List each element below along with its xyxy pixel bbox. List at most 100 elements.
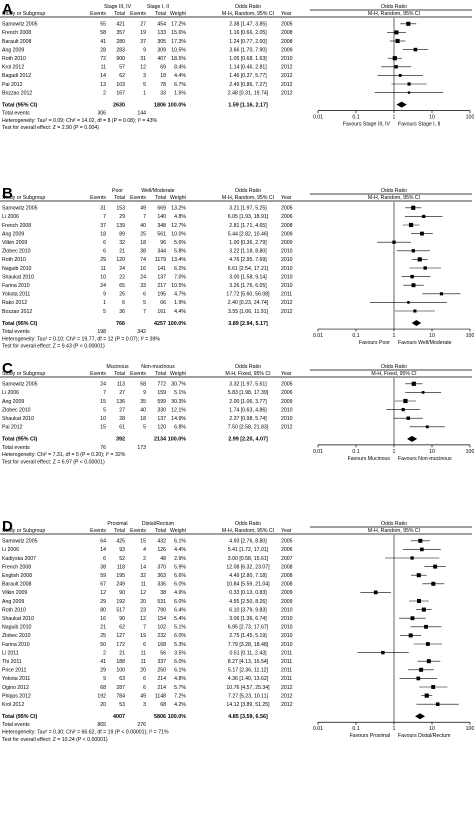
panel-d-row-18-study-name: Ogino 2012	[2, 685, 29, 691]
panel-b-row-5-weight: 5.6%	[174, 240, 186, 246]
panel-c-row-5-events2: 18	[140, 416, 146, 422]
panel-d-row-12-total2: 232	[157, 633, 166, 639]
panel-c-total-n1: 392	[116, 437, 125, 443]
panel-a-row-8-ci-text: 2.49 [0.86, 7.27]	[229, 82, 267, 88]
panel-c-row-1-total2: 772	[157, 382, 166, 388]
panel-c-header-year: Year	[281, 371, 292, 377]
panel-d-row-14-total2: 56	[160, 650, 166, 656]
panel-d-row-20-total1: 53	[119, 702, 125, 708]
panel-d-row-17-study-name: Yokota 2011	[2, 676, 30, 682]
panel-b-row-7-total1: 120	[116, 257, 125, 263]
panel-d-row-12-events2: 19	[140, 633, 146, 639]
panel-d-row-19-weight: 7.2%	[174, 693, 186, 699]
panel-a-row-3-year: 2008	[281, 39, 293, 45]
panel-a-row-2-events2: 19	[140, 30, 146, 36]
panel-a-row-3-total2: 305	[157, 39, 166, 45]
panel-c-row-3-weight: 30.3%	[171, 399, 186, 405]
panel-d-row-11-total2: 102	[157, 625, 166, 631]
panel-b-row-7-total2: 1179	[155, 257, 166, 263]
panel-d-row-19-point-marker	[424, 693, 429, 698]
panel-a-row-8-events2: 5	[143, 82, 146, 88]
panel-c-row-4-year: 2010	[281, 407, 293, 413]
panel-d-row-10-ci-text: 3.06 [1.36, 6.74]	[229, 616, 267, 622]
panel-d-row-5-study-name: English 2008	[2, 573, 32, 579]
panel-d-row-17-events1: 9	[103, 676, 106, 682]
panel-c-row-4-study-name: Zlobec 2010	[2, 407, 31, 413]
panel-a-row-8-weight: 6.7%	[174, 82, 186, 88]
panel-d-row-6-year: 2008	[281, 582, 293, 588]
panel-a-row-1-point-marker	[406, 21, 411, 26]
panel-b-row-11-ci-text: 17.72 [5.60, 56.08]	[226, 292, 270, 298]
panel-d-row-9-events1: 80	[100, 607, 106, 613]
panel-b-heterogeneity: Heterogeneity: Tau² = 0.10; Chi² = 19.77…	[2, 336, 160, 342]
panel-a-row-1-year: 2005	[281, 22, 293, 28]
panel-a-total-n1: 2630	[113, 102, 125, 108]
panel-a-letter: A	[2, 1, 13, 18]
panel-a-row-6-events1: 11	[101, 65, 106, 71]
panel-a-row-1-total1: 421	[116, 22, 125, 28]
panel-c-total-ci-text: 2.99 [2.20, 4.07]	[228, 437, 268, 443]
panel-d-row-8-ci-text: 4.55 [2.50, 8.26]	[229, 599, 267, 605]
panel-c-group1-label: Mucinous	[106, 364, 129, 370]
panel-d-row-18-weight: 5.7%	[174, 685, 186, 691]
panel-d-row-3-events1: 6	[103, 556, 106, 562]
panel-d-row-6-total2: 336	[157, 582, 166, 588]
panel-c-row-6-year: 2012	[281, 425, 293, 431]
panel-a-row-6-weight: 8.4%	[174, 65, 186, 71]
panel-c-row-1-point-marker	[411, 381, 416, 386]
panel-d-row-13-events1: 50	[100, 642, 106, 648]
panel-b-row-4-study-name: Ang 2009	[2, 231, 24, 237]
panel-d-row-11-weight: 5.1%	[174, 625, 186, 631]
panel-a-row-5-point-marker	[392, 56, 397, 61]
panel-a-row-6-total2: 69	[160, 65, 166, 71]
panel-b-row-2-ci-text: 6.05 [1.93, 18.91]	[228, 214, 269, 220]
panel-d-row-13-total2: 168	[157, 642, 166, 648]
panel-c-pooled-diamond	[407, 435, 418, 442]
panel-c-row-1-ci-text: 3.32 [1.97, 5.61]	[229, 382, 267, 388]
panel-b-row-2-total2: 140	[157, 214, 166, 220]
panel-d-row-1-weight: 6.1%	[174, 539, 186, 545]
panel-b-header-year: Year	[281, 195, 292, 201]
panel-b-row-3-total2: 348	[157, 223, 166, 229]
panel-b-row-5-events1: 6	[103, 240, 106, 246]
panel-c-row-3-events1: 15	[100, 399, 106, 405]
panel-a-row-9-year: 2012	[281, 90, 293, 96]
panel-c-row-3-events2: 35	[140, 399, 146, 405]
panel-d-row-11-total1: 62	[119, 625, 125, 631]
panel-b-row-10-events2: 33	[140, 283, 146, 289]
panel-c-row-5-total1: 28	[119, 416, 125, 422]
panel-d-x-tick-label: 0.01	[313, 726, 323, 732]
panel-c-plot-title: Odds Ratio	[381, 364, 407, 370]
panel-d-row-5-ci-text: 4.49 [2.80, 7.18]	[229, 573, 267, 579]
panel-d-row-10-weight: 5.4%	[174, 616, 186, 622]
panel-a-header-weight: Weight	[170, 11, 187, 17]
panel-a-group2-label: Stage I, II	[147, 4, 169, 10]
panel-a-row-8-study-name: Pai 2012	[2, 82, 23, 88]
panel-d-row-6-total1: 249	[116, 582, 125, 588]
panel-d-row-5-events1: 59	[100, 573, 106, 579]
panel-b-row-13-point-marker	[413, 309, 417, 313]
panel-d-row-18-point-marker	[431, 685, 436, 689]
panel-b-x-tick-label: 0.01	[313, 333, 323, 339]
panel-d-row-7-weight: 4.9%	[174, 590, 186, 596]
panel-d-row-15-total1: 188	[116, 659, 125, 665]
panel-c-row-1-events1: 24	[100, 382, 106, 388]
panel-a-row-2-point-marker	[394, 30, 399, 35]
panel-c-row-2-events2: 9	[143, 390, 146, 396]
panel-a-x-tick-label: 1	[393, 115, 396, 121]
panel-d-row-12-weight: 6.0%	[174, 633, 186, 639]
panel-d-favours-left: Favours Proximal	[350, 733, 390, 739]
panel-d-row-6-weight: 6.0%	[174, 582, 186, 588]
panel-d-row-20-weight: 4.2%	[174, 702, 186, 708]
panel-b-row-8-total2: 141	[157, 266, 166, 272]
panel-d-header-events2: Events	[130, 528, 146, 534]
panel-c-row-2-year: 2006	[281, 390, 293, 396]
panel-d-row-15-ci-text: 8.27 [4.13, 16.54]	[228, 659, 269, 665]
panel-a-row-8-events1: 13	[100, 82, 106, 88]
panel-b-row-8-weight: 6.2%	[174, 266, 186, 272]
panel-b-row-4-total1: 89	[119, 231, 125, 237]
panel-c-total-events1: 76	[100, 445, 106, 451]
panel-d-row-16-ci-text: 5.17 [2.36, 11.12]	[228, 668, 269, 674]
panel-c-row-1-total1: 113	[117, 382, 125, 388]
panel-b-row-3-events2: 40	[140, 223, 146, 229]
